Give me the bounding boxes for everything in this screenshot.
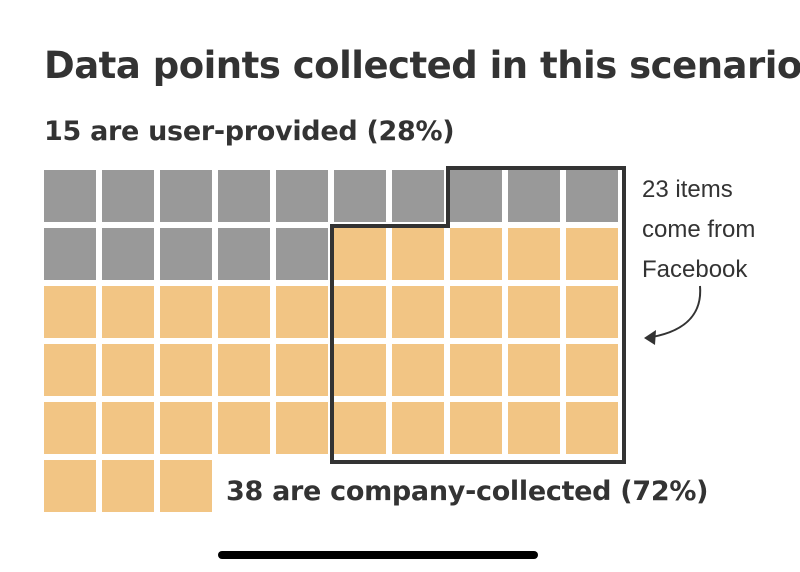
annotation-line: Facebook	[642, 256, 748, 283]
company-collected-cell	[160, 344, 212, 396]
company-collected-cell	[276, 344, 328, 396]
facebook-annotation: 23 items come from Facebook	[642, 170, 755, 290]
company-collected-cell	[334, 228, 386, 280]
company-collected-cell	[450, 286, 502, 338]
annotation-line: come from	[642, 216, 756, 243]
company-collected-cell	[392, 286, 444, 338]
company-collected-cell	[392, 228, 444, 280]
user-provided-cell	[392, 170, 444, 222]
user-provided-cell	[218, 170, 270, 222]
company-collected-cell	[160, 460, 212, 512]
company-collected-cell	[566, 344, 618, 396]
facebook-highlight-outline	[330, 166, 626, 464]
company-collected-cell	[566, 402, 618, 454]
company-collected-label: 38 are company-collected (72%)	[226, 476, 709, 507]
user-provided-cell	[218, 228, 270, 280]
company-collected-cell	[566, 286, 618, 338]
user-provided-cell	[160, 228, 212, 280]
company-collected-cell	[508, 228, 560, 280]
user-provided-cell	[102, 228, 154, 280]
company-collected-cell	[102, 286, 154, 338]
company-collected-cell	[44, 286, 96, 338]
company-collected-cell	[392, 402, 444, 454]
company-collected-cell	[44, 344, 96, 396]
company-collected-cell	[334, 402, 386, 454]
company-collected-cell	[334, 286, 386, 338]
company-collected-cell	[44, 460, 96, 512]
company-collected-cell	[450, 228, 502, 280]
company-collected-cell	[508, 344, 560, 396]
user-provided-cell	[276, 228, 328, 280]
company-collected-cell	[218, 286, 270, 338]
user-provided-cell	[450, 170, 502, 222]
company-collected-cell	[44, 402, 96, 454]
company-collected-cell	[218, 402, 270, 454]
annotation-arrow	[651, 285, 702, 338]
company-collected-cell	[276, 286, 328, 338]
company-collected-cell	[160, 402, 212, 454]
company-collected-cell	[102, 460, 154, 512]
company-collected-cell	[102, 402, 154, 454]
company-collected-cell	[566, 228, 618, 280]
home-indicator[interactable]	[218, 551, 538, 559]
user-provided-cell	[276, 170, 328, 222]
user-provided-cell	[334, 170, 386, 222]
company-collected-cell	[508, 286, 560, 338]
company-collected-cell	[508, 402, 560, 454]
company-collected-cell	[334, 344, 386, 396]
company-collected-cell	[102, 344, 154, 396]
company-collected-cell	[160, 286, 212, 338]
user-provided-cell	[44, 228, 96, 280]
arrow-head-icon	[644, 330, 656, 345]
company-collected-cell	[450, 402, 502, 454]
company-collected-cell	[218, 344, 270, 396]
user-provided-cell	[44, 170, 96, 222]
chart-title: Data points collected in this scenario	[44, 44, 800, 87]
user-provided-cell	[566, 170, 618, 222]
user-provided-cell	[160, 170, 212, 222]
user-provided-label: 15 are user-provided (28%)	[44, 116, 455, 147]
annotation-line: 23 items	[642, 176, 733, 203]
company-collected-cell	[276, 402, 328, 454]
company-collected-cell	[450, 344, 502, 396]
user-provided-cell	[102, 170, 154, 222]
user-provided-cell	[508, 170, 560, 222]
company-collected-cell	[392, 344, 444, 396]
